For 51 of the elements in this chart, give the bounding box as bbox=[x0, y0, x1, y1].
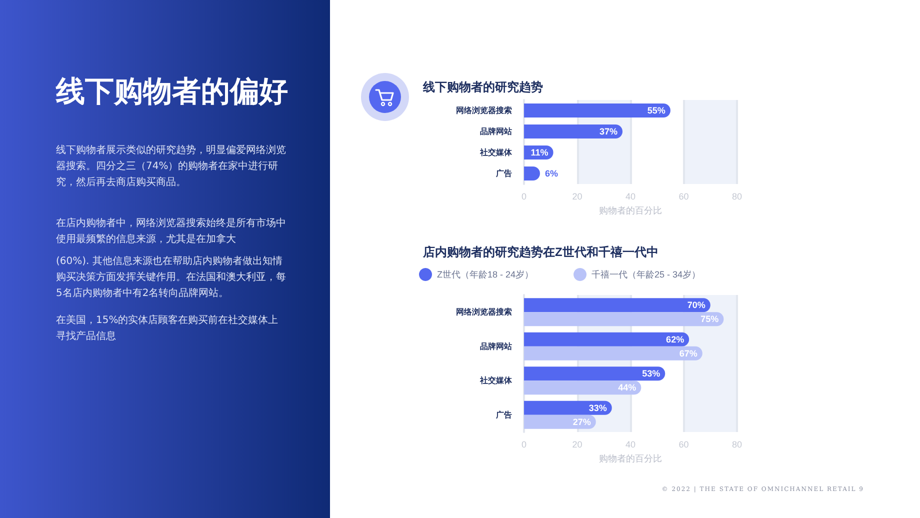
data-label: 11% bbox=[530, 148, 548, 158]
x-tick-label: 60 bbox=[678, 440, 689, 450]
data-label: 27% bbox=[572, 416, 591, 427]
data-label: 37% bbox=[599, 126, 618, 136]
y-tick-label: 品牌网站 bbox=[480, 127, 512, 136]
bar bbox=[524, 124, 623, 138]
x-tick-label: 40 bbox=[625, 440, 636, 450]
y-tick-label: 广告 bbox=[495, 169, 512, 178]
x-tick-label: 20 bbox=[572, 440, 582, 450]
data-label: 70% bbox=[687, 300, 706, 310]
x-tick-label: 80 bbox=[732, 440, 742, 450]
bar bbox=[524, 332, 690, 346]
text: 线下购物者的偏好 bbox=[56, 73, 288, 110]
y-tick-label: 社交媒体 bbox=[479, 147, 513, 157]
x-axis-title: 购物者的百分比 bbox=[599, 206, 662, 216]
y-tick-label: 网络浏览器搜索 bbox=[456, 106, 512, 115]
text: 线下购物者展示类似的研究趋势，明显偏爱网络浏览器搜索。四分之三（74%）的购物者在家中进行研究，然后再去商店购买商品。 bbox=[56, 144, 286, 190]
chart-title: 店内购物者的研究趋势在Z世代和千禧一代中 bbox=[422, 245, 658, 259]
text: 在美国，15%的实体店顾客在购买前在社交媒体上寻找产品信息 bbox=[56, 314, 280, 344]
data-label: 55% bbox=[647, 106, 666, 116]
legend-label: Z世代（年龄18 - 24岁） bbox=[437, 270, 534, 280]
bar bbox=[524, 104, 670, 118]
x-tick-label: 60 bbox=[678, 192, 689, 202]
text: 在店内购物者中，网络浏览器搜索始终是所有市场中使用最频繁的信息来源，尤其是在加拿大 bbox=[56, 216, 286, 247]
y-tick-label: 广告 bbox=[495, 410, 512, 420]
bar bbox=[524, 298, 710, 312]
data-label: 44% bbox=[618, 382, 636, 393]
x-tick-label: 20 bbox=[572, 192, 582, 202]
bar bbox=[524, 366, 666, 381]
data-label: 67% bbox=[679, 348, 698, 358]
y-tick-label: 网络浏览器搜索 bbox=[456, 308, 512, 317]
bar bbox=[524, 380, 642, 395]
bar bbox=[524, 400, 612, 415]
x-tick-label: 40 bbox=[625, 192, 636, 202]
x-tick-label: 0 bbox=[521, 192, 527, 202]
data-label: 75% bbox=[700, 314, 719, 324]
x-axis-title: 购物者的百分比 bbox=[599, 454, 662, 464]
legend-label: 千禧一代（年龄25 - 34岁） bbox=[592, 270, 701, 280]
x-tick-label: 0 bbox=[521, 440, 527, 450]
data-label: 33% bbox=[588, 402, 607, 413]
data-label: 6% bbox=[544, 168, 558, 178]
data-label: 62% bbox=[666, 334, 684, 344]
x-tick-label: 80 bbox=[732, 192, 742, 202]
y-tick-label: 品牌网站 bbox=[480, 342, 512, 351]
y-tick-label: 社交媒体 bbox=[479, 375, 513, 386]
bar bbox=[524, 312, 724, 326]
text: (60%). 其他信息来源也在帮助店内购物者做出知情购买决策方面发挥关键作用。在法国和澳大利亚，每5名店内购物者中有2名转向品牌网站。 bbox=[56, 254, 286, 301]
bar bbox=[524, 414, 596, 429]
bar bbox=[524, 346, 702, 360]
data-label: 53% bbox=[642, 368, 660, 379]
chart-title: 线下购物者的研究趋势 bbox=[422, 80, 543, 94]
